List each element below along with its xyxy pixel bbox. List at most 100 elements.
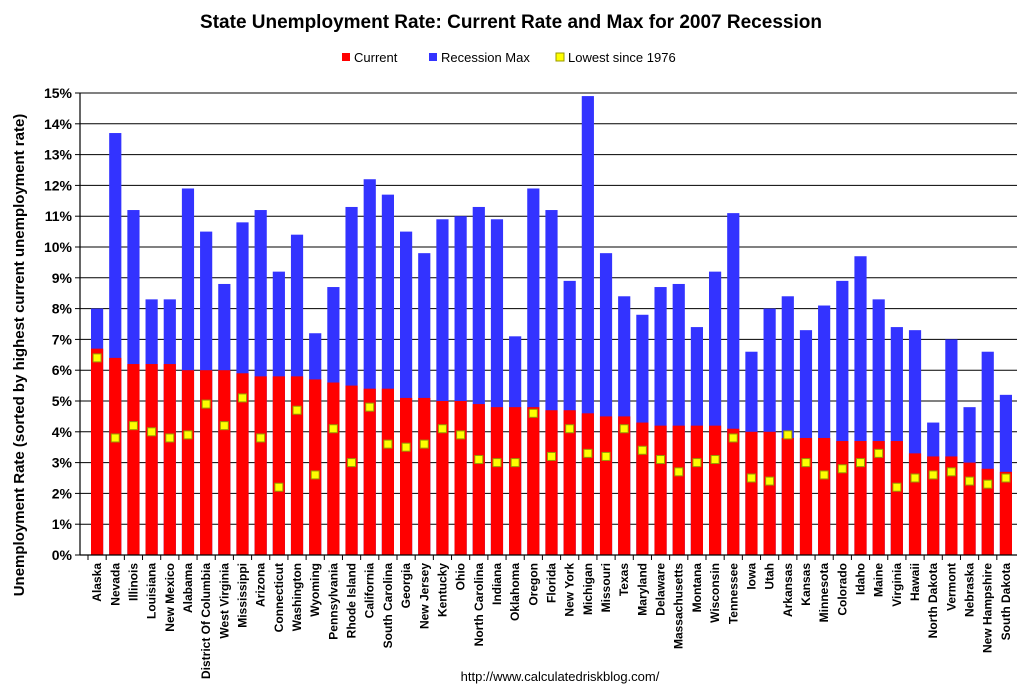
- bar-current: [654, 425, 667, 555]
- bar-current: [181, 370, 195, 555]
- bar-current: [708, 425, 722, 555]
- marker-lowest-since-1976: [892, 482, 902, 492]
- bar-current: [90, 348, 104, 555]
- bar-current: [127, 364, 140, 555]
- bar-current: [490, 407, 504, 555]
- bar-current: [200, 370, 213, 555]
- marker-lowest-since-1976: [219, 421, 229, 431]
- bar-current: [309, 379, 322, 555]
- marker-lowest-since-1976: [437, 424, 447, 434]
- marker-lowest-since-1976: [946, 467, 956, 477]
- x-tick-label: Montana: [690, 563, 704, 613]
- marker-lowest-since-1976: [474, 455, 484, 465]
- bar-current: [509, 407, 522, 555]
- y-tick-label: 7%: [52, 331, 73, 347]
- marker-lowest-since-1976: [110, 433, 120, 443]
- marker-lowest-since-1976: [1001, 473, 1011, 483]
- marker-lowest-since-1976: [765, 476, 775, 486]
- marker-lowest-since-1976: [274, 482, 284, 492]
- x-tick-label: Rhode Island: [345, 563, 359, 638]
- x-tick-label: Texas: [617, 563, 631, 596]
- y-tick-label: 4%: [52, 424, 73, 440]
- bar-current: [854, 441, 867, 555]
- bar-current: [454, 401, 467, 555]
- marker-lowest-since-1976: [256, 433, 266, 443]
- bar-current: [636, 422, 649, 555]
- x-tick-label: Nevada: [108, 563, 122, 606]
- axes: [79, 93, 1017, 556]
- x-tick-label: New Mexico: [163, 563, 177, 632]
- x-tick-label: Kansas: [799, 563, 813, 606]
- y-tick-label: 0%: [52, 547, 73, 563]
- x-tick-label: California: [363, 563, 377, 619]
- bar-current: [927, 456, 940, 555]
- x-tick-label: Connecticut: [272, 563, 286, 632]
- x-tick-label: Pennsylvania: [326, 563, 340, 640]
- marker-lowest-since-1976: [928, 470, 938, 480]
- y-axis-label: Unemployment Rate (sorted by highest cur…: [11, 114, 28, 597]
- marker-lowest-since-1976: [547, 451, 556, 461]
- x-tick-label: Louisiana: [145, 563, 159, 619]
- x-tick-label: New Hampshire: [981, 563, 995, 653]
- bar-current: [109, 357, 122, 555]
- bar-current: [145, 364, 158, 555]
- y-tick-label: 13%: [44, 147, 73, 163]
- marker-lowest-since-1976: [583, 448, 593, 458]
- x-tick-label: Florida: [545, 563, 559, 603]
- marker-lowest-since-1976: [147, 427, 157, 437]
- x-tick-label: Oregon: [526, 563, 540, 606]
- bar-current: [381, 388, 395, 555]
- marker-lowest-since-1976: [601, 451, 611, 461]
- bar-current: [436, 401, 449, 555]
- x-tick-label: Alaska: [90, 563, 104, 602]
- marker-lowest-since-1976: [910, 473, 920, 483]
- y-tick-label: 2%: [52, 485, 73, 501]
- x-tick-label: Oklahoma: [508, 563, 522, 621]
- legend-lowest-label: Lowest since 1976: [568, 50, 676, 65]
- bar-current: [545, 410, 558, 555]
- marker-lowest-since-1976: [528, 408, 538, 418]
- marker-lowest-since-1976: [383, 439, 393, 449]
- bar-current: [254, 376, 267, 555]
- marker-lowest-since-1976: [674, 467, 684, 477]
- y-tick-label: 5%: [52, 393, 73, 409]
- marker-lowest-since-1976: [492, 458, 502, 468]
- x-tick-label: Virginia: [890, 563, 904, 607]
- legend-max-swatch: [429, 53, 437, 61]
- y-tick-label: 9%: [52, 270, 73, 286]
- bar-current: [236, 373, 249, 555]
- x-tick-label: North Carolina: [472, 563, 486, 647]
- x-tick-label: Hawaii: [908, 563, 922, 601]
- x-tick-label: Minnesota: [817, 563, 831, 623]
- x-tick-label: Massachusetts: [672, 563, 686, 649]
- x-tick-label: Mississippi: [236, 563, 250, 628]
- bar-current: [618, 416, 631, 555]
- x-tick-label: Delaware: [654, 563, 668, 616]
- marker-lowest-since-1976: [310, 470, 320, 480]
- bar-current: [799, 437, 813, 555]
- marker-lowest-since-1976: [965, 476, 975, 486]
- y-tick-label: 6%: [52, 362, 73, 378]
- y-axis-ticks: 0% 1% 2% 3% 4% 5% 6% 7% 8% 9% 10% 11% 12% 13% 14% 15%: [44, 85, 80, 563]
- marker-lowest-since-1976: [819, 470, 829, 480]
- x-tick-label: Maine: [872, 563, 886, 597]
- x-tick-label: Nebraska: [963, 563, 977, 617]
- bar-current: [908, 453, 922, 555]
- marker-lowest-since-1976: [837, 464, 847, 474]
- x-tick-label: Arizona: [254, 563, 268, 607]
- bar-current: [890, 441, 903, 555]
- marker-lowest-since-1976: [783, 430, 793, 440]
- x-tick-label: Missouri: [599, 563, 613, 612]
- x-tick-label: New York: [563, 563, 577, 617]
- marker-lowest-since-1976: [401, 442, 411, 452]
- bar-current: [745, 431, 758, 555]
- chart-title: State Unemployment Rate: Current Rate an…: [200, 12, 822, 33]
- x-tick-label: Ohio: [454, 563, 468, 590]
- bar-current: [981, 468, 994, 555]
- x-tick-label: Wyoming: [308, 563, 322, 617]
- lowest-markers: [92, 353, 1011, 492]
- x-tick-label: New Jersey: [417, 563, 431, 629]
- bar-current: [399, 397, 413, 555]
- y-tick-label: 1%: [52, 516, 73, 532]
- x-tick-label: Idaho: [854, 563, 868, 595]
